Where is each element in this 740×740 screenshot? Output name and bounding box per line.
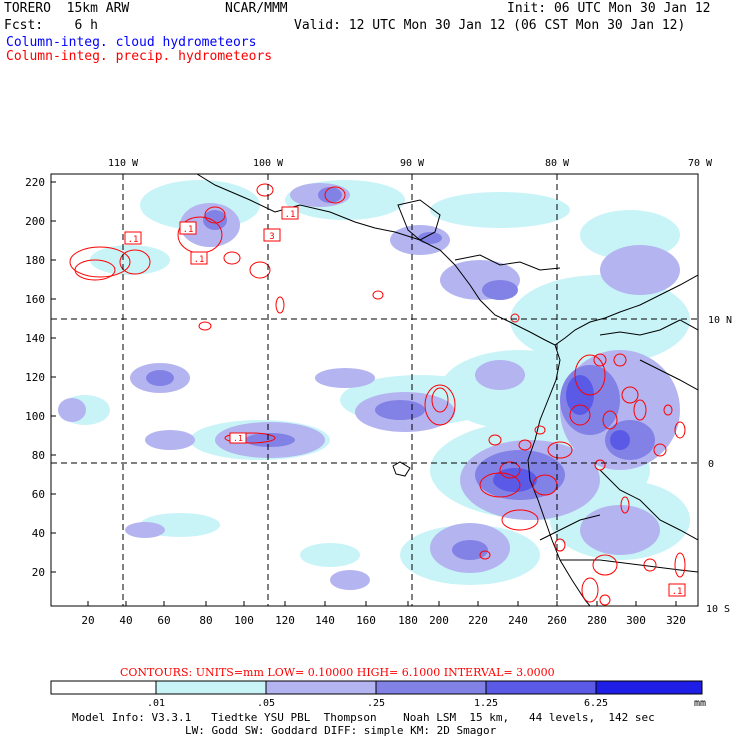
deep-shading-regions — [493, 375, 630, 492]
svg-text:280: 280 — [587, 614, 607, 627]
svg-text:40: 40 — [32, 527, 45, 540]
svg-text:160: 160 — [25, 293, 45, 306]
svg-text:.1: .1 — [128, 235, 139, 245]
contour-label: 3 — [263, 228, 281, 242]
svg-text:40: 40 — [119, 614, 132, 627]
top-longitude-labels: 110 W 100 W 90 W 80 W 70 W — [108, 158, 713, 169]
svg-text:200: 200 — [429, 614, 449, 627]
contour-label: .1 — [281, 206, 299, 220]
model-title: TORERO 15km ARW — [4, 1, 130, 16]
svg-text:100: 100 — [234, 614, 254, 627]
svg-text:60: 60 — [32, 488, 45, 501]
svg-text:20: 20 — [32, 566, 45, 579]
svg-text:20: 20 — [81, 614, 94, 627]
svg-text:160: 160 — [356, 614, 376, 627]
coastlines — [196, 174, 698, 606]
field-cloud-label: Column-integ. cloud hydrometeors — [6, 35, 257, 50]
lon-label: 90 W — [400, 158, 425, 169]
svg-text:.01: .01 — [147, 698, 165, 709]
lat-label: 0 — [708, 459, 714, 470]
colorbar-labels: .01 .05 .25 1.25 6.25 mm — [147, 698, 706, 709]
svg-text:140: 140 — [25, 332, 45, 345]
svg-text:180: 180 — [398, 614, 418, 627]
precip-contours — [69, 183, 686, 606]
svg-text:.1: .1 — [233, 434, 243, 443]
contour-info: CONTOURS: UNITS=mm LOW= 0.10000 HIGH= 6.… — [120, 666, 555, 679]
x-grid-labels: 20 40 60 80 100 120 140 160 180 200 220 … — [81, 614, 686, 627]
colorbar-units: mm — [694, 698, 706, 709]
svg-text:220: 220 — [25, 176, 45, 189]
lat-label: 10 S — [706, 604, 730, 615]
svg-text:100: 100 — [25, 410, 45, 423]
forecast-hour: Fcst: 6 h — [4, 18, 98, 33]
svg-text:80: 80 — [32, 449, 45, 462]
lon-label: 110 W — [108, 158, 139, 169]
contour-label: .1 — [190, 251, 208, 265]
svg-text:1.25: 1.25 — [474, 698, 498, 709]
contour-label: .1 — [229, 432, 247, 444]
svg-text:.1: .1 — [285, 210, 296, 220]
contour-label: .1 — [124, 231, 142, 245]
init-time: Init: 06 UTC Mon 30 Jan 12 — [507, 1, 711, 16]
contour-label: .1 — [668, 583, 686, 597]
latlon-grid — [51, 174, 698, 606]
svg-text:.1: .1 — [194, 255, 205, 265]
valid-time: Valid: 12 UTC Mon 30 Jan 12 (06 CST Mon … — [294, 18, 686, 33]
svg-text:6.25: 6.25 — [584, 698, 608, 709]
svg-text:.25: .25 — [367, 698, 385, 709]
svg-text:260: 260 — [547, 614, 567, 627]
svg-text:220: 220 — [468, 614, 488, 627]
svg-text:300: 300 — [626, 614, 646, 627]
svg-text:140: 140 — [315, 614, 335, 627]
svg-text:.1: .1 — [183, 225, 194, 235]
contour-label-boxes: .1 .1 .1 .1 3 .1 .1 — [124, 206, 686, 597]
physics-info: LW: Godd SW: Goddard DIFF: simple KM: 2D… — [185, 724, 497, 737]
svg-text:.05: .05 — [257, 698, 275, 709]
colorbar — [50, 680, 703, 695]
svg-text:.1: .1 — [672, 587, 683, 597]
svg-text:180: 180 — [25, 254, 45, 267]
plot-frame — [50, 173, 699, 607]
svg-text:240: 240 — [508, 614, 528, 627]
lon-label: 80 W — [545, 158, 570, 169]
field-precip-label: Column-integ. precip. hydrometeors — [6, 49, 273, 64]
organization-label: NCAR/MMM — [225, 1, 288, 16]
lon-label: 70 W — [688, 158, 713, 169]
x-ticks — [87, 601, 677, 606]
shaded-field — [58, 174, 698, 606]
svg-text:3: 3 — [269, 232, 274, 242]
svg-text:60: 60 — [157, 614, 170, 627]
lon-label: 100 W — [253, 158, 284, 169]
svg-text:120: 120 — [275, 614, 295, 627]
svg-text:320: 320 — [666, 614, 686, 627]
right-latitude-labels: 10 N 0 10 S — [706, 315, 732, 615]
svg-text:200: 200 — [25, 215, 45, 228]
y-grid-labels: 20 40 60 80 100 120 140 160 180 200 220 — [25, 176, 45, 579]
y-ticks — [51, 181, 56, 573]
svg-text:120: 120 — [25, 371, 45, 384]
lat-label: 10 N — [708, 315, 732, 326]
contour-label: .1 — [179, 221, 197, 235]
model-info: Model Info: V3.3.1 Tiedtke YSU PBL Thomp… — [72, 711, 655, 724]
svg-text:80: 80 — [199, 614, 212, 627]
